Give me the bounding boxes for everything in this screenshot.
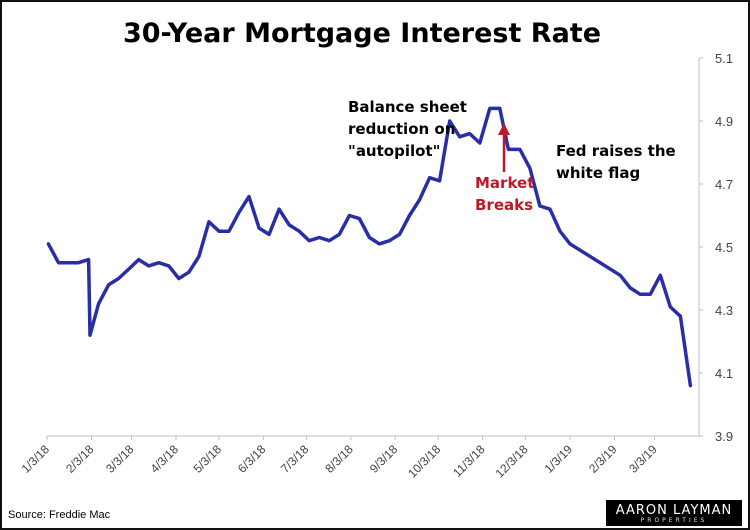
annotation-text: Fed raises the <box>556 142 676 160</box>
x-tick-label: 11/3/18 <box>450 442 488 480</box>
annotation-text: white flag <box>556 164 640 182</box>
x-tick-label: 2/3/19 <box>586 442 620 476</box>
x-tick-label: 3/3/19 <box>626 442 660 476</box>
x-tick-label: 1/3/19 <box>542 442 576 476</box>
annotation-text: Balance sheet <box>348 98 467 116</box>
y-tick-label: 4.1 <box>715 366 733 381</box>
annotation-text: "autopilot" <box>348 142 440 160</box>
rate-series-line <box>46 106 693 388</box>
x-tick-label: 8/3/18 <box>322 442 356 476</box>
y-tick-label: 4.7 <box>715 177 733 192</box>
y-tick-label: 4.9 <box>715 114 733 129</box>
x-tick-label: 2/3/18 <box>63 442 97 476</box>
x-tick-label: 12/3/18 <box>493 442 531 480</box>
y-tick-label: 5.1 <box>715 51 733 66</box>
y-tick-label: 4.3 <box>715 303 733 318</box>
annotation-text: Breaks <box>475 196 533 214</box>
x-tick-label: 4/3/18 <box>148 442 182 476</box>
x-tick-label: 3/3/18 <box>103 442 137 476</box>
y-tick-label: 3.9 <box>715 429 733 444</box>
x-tick-label: 5/3/18 <box>191 442 225 476</box>
annotation-text: Market <box>475 174 534 192</box>
y-tick-label: 4.5 <box>715 240 733 255</box>
brand-logo: AARON LAYMAN PROPERTIES <box>606 500 742 526</box>
annotation-arrow-head <box>498 123 510 135</box>
x-tick-label: 6/3/18 <box>235 442 269 476</box>
x-tick-label: 9/3/18 <box>367 442 401 476</box>
x-tick-label: 10/3/18 <box>405 442 443 480</box>
logo-name: AARON LAYMAN <box>615 503 733 518</box>
source-note: Source: Freddie Mac <box>8 509 111 521</box>
chart-title: 30-Year Mortgage Interest Rate <box>122 18 602 49</box>
x-tick-label: 7/3/18 <box>278 442 312 476</box>
annotation-text: reduction on <box>348 120 455 138</box>
logo-subtitle: PROPERTIES <box>640 517 708 524</box>
x-tick-label: 1/3/18 <box>19 442 53 476</box>
